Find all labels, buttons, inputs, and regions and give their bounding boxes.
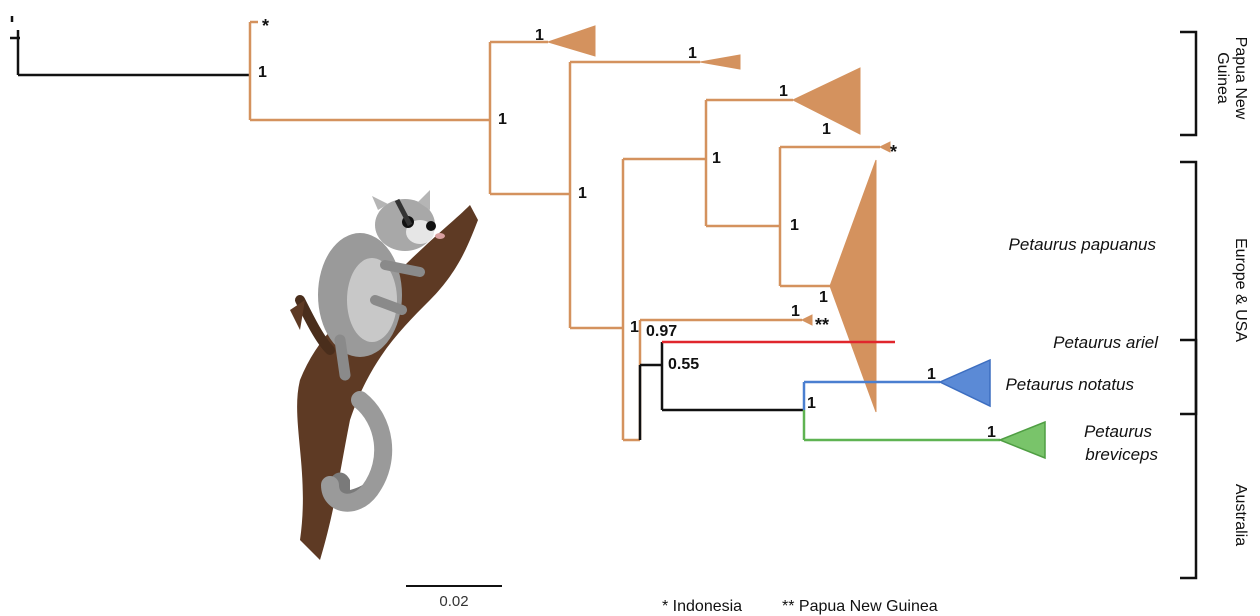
clade-triangle-large <box>829 159 877 413</box>
support-png-clade: 1 <box>498 111 507 128</box>
region-png-line2: Guinea <box>1214 52 1231 104</box>
support-aust-node: 0.55 <box>668 356 699 373</box>
scale-bar: 0.02 <box>406 585 502 610</box>
taxon-breviceps-line2: breviceps <box>1085 445 1158 464</box>
support-breviceps-tip: 1 <box>987 424 996 441</box>
taxon-notatus: Petaurus notatus <box>1005 375 1134 394</box>
bracket-europe-usa <box>1180 160 1198 416</box>
legend-indonesia: * Indonesia <box>662 598 742 615</box>
support-upper-png-tip: 1 <box>822 121 831 138</box>
collapsed-clades <box>546 25 891 413</box>
scale-bar-label: 0.02 <box>439 593 468 610</box>
region-europe-usa: Europe & USA <box>1232 238 1249 342</box>
taxon-papuanus: Petaurus papuanus <box>1009 235 1157 254</box>
clade-triangle-png-tip <box>699 54 741 70</box>
support-png-double-tip: 1 <box>791 303 800 320</box>
support-values: 1 1 1 1 1 1 1 1 1 1 1 1 0.97 0.55 1 1 1 <box>258 27 996 441</box>
support-papuanus-group: 1 <box>630 319 639 336</box>
support-png-sub: 1 <box>688 45 697 62</box>
support-top-outgroup: 1 <box>258 64 267 81</box>
papuanus-branches <box>248 20 880 442</box>
support-top-collapsed: 1 <box>535 27 544 44</box>
clade-triangle-upper <box>791 67 861 135</box>
clade-triangle-top <box>546 25 596 57</box>
marker-png-single: * <box>890 142 897 162</box>
support-upper-png-clade: 1 <box>779 83 788 100</box>
support-mid-clade: 1 <box>712 150 721 167</box>
region-brackets <box>1180 30 1198 580</box>
clade-triangle-notatus <box>938 358 991 408</box>
clade-triangle-breviceps <box>997 420 1046 460</box>
support-large-tip: 1 <box>819 289 828 306</box>
bracket-png <box>1180 30 1198 137</box>
clade-triangle-png-double <box>800 314 813 326</box>
support-large-clade: 1 <box>790 217 799 234</box>
support-papuanus-root: 1 <box>578 185 587 202</box>
support-notatus-tip: 1 <box>927 366 936 383</box>
legend-png: ** Papua New Guinea <box>782 598 938 615</box>
australia-branches <box>638 340 1000 442</box>
clade-triangle-small <box>878 141 891 153</box>
region-png-line1: Papua New <box>1232 37 1249 120</box>
marker-png-double: ** <box>815 315 829 335</box>
bracket-australia <box>1180 338 1198 580</box>
support-ariel-node: 0.97 <box>646 323 677 340</box>
region-australia: Australia <box>1232 484 1249 546</box>
marker-indonesia: * <box>262 16 269 36</box>
taxon-ariel: Petaurus ariel <box>1053 333 1159 352</box>
outgroup-branches <box>10 16 250 77</box>
taxon-breviceps-line1: Petaurus <box>1084 422 1153 441</box>
support-notatus-node: 1 <box>807 395 816 412</box>
sugar-glider-illustration <box>290 190 478 560</box>
